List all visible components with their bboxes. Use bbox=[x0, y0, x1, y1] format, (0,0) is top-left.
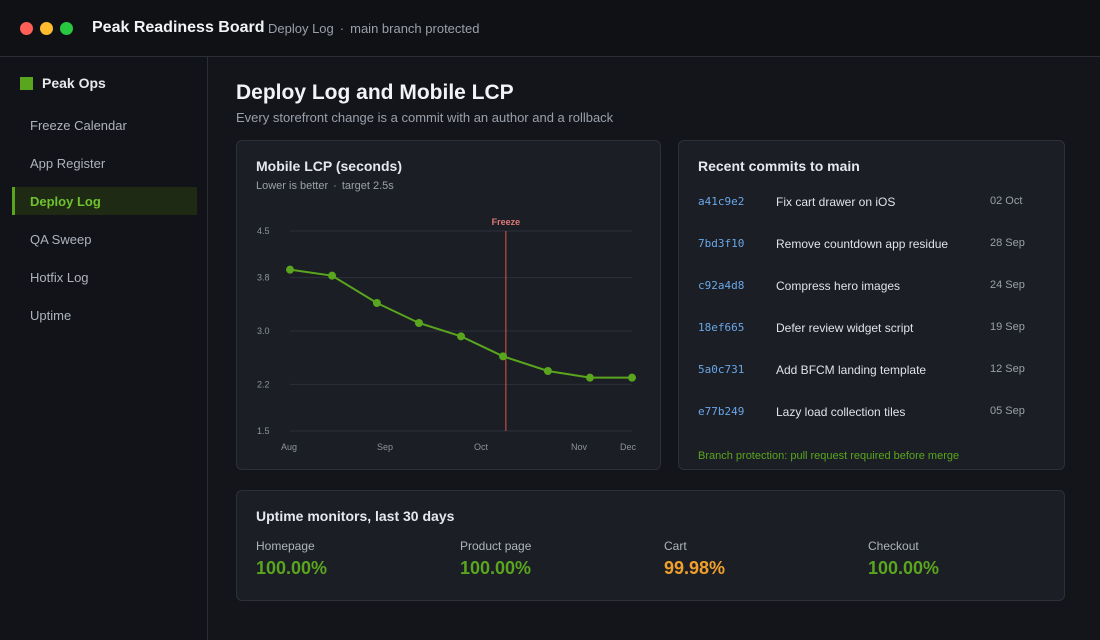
sidebar-item-deploy-log[interactable]: Deploy Log bbox=[12, 187, 197, 215]
y-tick-label: 3.8 bbox=[257, 273, 270, 283]
app-title: Peak Readiness Board bbox=[92, 19, 265, 36]
commit-date: 28 Sep bbox=[990, 237, 1025, 249]
commit-message: Compress hero images bbox=[776, 279, 901, 293]
commit-hash[interactable]: 5a0c731 bbox=[698, 363, 745, 376]
commits-card: Recent commits to main a41c9e2 Fix cart … bbox=[678, 140, 1065, 470]
x-tick-label: Oct bbox=[474, 442, 489, 452]
commit-message: Lazy load collection tiles bbox=[776, 405, 906, 419]
commit-row[interactable]: c92a4d8 Compress hero images 24 Sep bbox=[698, 273, 1048, 315]
monitor-homepage: Homepage 100.00% bbox=[256, 539, 456, 579]
page-subtitle: Every storefront change is a commit with… bbox=[236, 110, 614, 125]
commit-hash[interactable]: c92a4d8 bbox=[698, 279, 745, 292]
lcp-line-chart: 4.5 3.8 3.0 2.2 1.5 Aug Sep Oct Nov Dec Freeze bbox=[257, 217, 637, 452]
monitor-product-page: Product page 100.00% bbox=[460, 539, 660, 579]
breadcrumb-current[interactable]: Deploy Log bbox=[268, 21, 334, 36]
commit-message: Fix cart drawer on iOS bbox=[776, 195, 896, 209]
monitor-value: 100.00% bbox=[868, 558, 940, 578]
lcp-data-point bbox=[372, 299, 381, 307]
chart-note: Lower is better bbox=[256, 180, 329, 192]
minimize-window-button[interactable] bbox=[40, 22, 53, 35]
monitor-value: 100.00% bbox=[256, 558, 328, 578]
lcp-data-point bbox=[499, 352, 508, 361]
window-titlebar: Peak Readiness Board Deploy Log · main bra… bbox=[0, 0, 1100, 57]
breadcrumb: Deploy Log · main branch protected bbox=[268, 21, 479, 36]
lcp-data-point bbox=[328, 271, 337, 280]
lcp-data-point bbox=[457, 332, 465, 341]
chart-note-separator: · bbox=[333, 180, 337, 192]
chart-target: target 2.5s bbox=[341, 180, 394, 192]
commit-row[interactable]: 18ef665 Defer review widget script 19 Se… bbox=[698, 315, 1048, 357]
monitor-name: Product page bbox=[460, 539, 532, 553]
commit-hash[interactable]: 7bd3f10 bbox=[698, 237, 745, 250]
commit-list: a41c9e2 Fix cart drawer on iOS 02 Oct 7b… bbox=[698, 189, 1048, 441]
brand-label: Peak Ops bbox=[42, 75, 106, 91]
commit-message: Remove countdown app residue bbox=[776, 237, 949, 251]
lcp-data-point bbox=[286, 265, 294, 274]
commits-title: Recent commits to main bbox=[698, 158, 860, 174]
sidebar-item-app-register[interactable]: App Register bbox=[30, 155, 106, 171]
close-window-button[interactable] bbox=[20, 22, 33, 35]
monitor-name: Checkout bbox=[868, 539, 919, 553]
commit-row[interactable]: 7bd3f10 Remove countdown app residue 28 … bbox=[698, 231, 1048, 273]
uptime-card: Uptime monitors, last 30 days Homepage 1… bbox=[236, 490, 1065, 601]
x-tick-label: Dec bbox=[620, 442, 637, 452]
lcp-data-point bbox=[543, 367, 552, 375]
commit-message: Add BFCM landing template bbox=[776, 363, 927, 377]
sidebar-item-qa-sweep[interactable]: QA Sweep bbox=[30, 231, 92, 247]
lcp-data-point bbox=[414, 319, 423, 327]
commit-hash[interactable]: a41c9e2 bbox=[698, 195, 745, 208]
commit-row[interactable]: a41c9e2 Fix cart drawer on iOS 02 Oct bbox=[698, 189, 1048, 231]
commit-date: 05 Sep bbox=[990, 405, 1025, 417]
x-tick-label: Sep bbox=[377, 442, 393, 452]
commit-row[interactable]: 5a0c731 Add BFCM landing template 12 Sep bbox=[698, 357, 1048, 399]
branch-protection-note: Branch protection: pull request required… bbox=[698, 450, 960, 462]
monitor-cart: Cart 99.98% bbox=[664, 539, 864, 579]
chart-subtitle: Lower is better · target 2.5s bbox=[256, 180, 394, 192]
monitor-name: Homepage bbox=[256, 539, 315, 553]
sidebar-item-freeze-calendar[interactable]: Freeze Calendar bbox=[30, 117, 127, 133]
lcp-chart-card: Mobile LCP (seconds) Lower is better · tar… bbox=[236, 140, 661, 470]
monitor-value: 100.00% bbox=[460, 558, 532, 578]
freeze-label: Freeze bbox=[492, 217, 521, 227]
x-tick-label: Nov bbox=[571, 442, 588, 452]
sidebar: Peak Ops Freeze Calendar App Register De… bbox=[0, 57, 208, 640]
sidebar-item-uptime[interactable]: Uptime bbox=[30, 307, 72, 323]
monitor-name: Cart bbox=[664, 539, 687, 553]
commit-hash[interactable]: 18ef665 bbox=[698, 321, 745, 334]
monitor-checkout: Checkout 100.00% bbox=[868, 539, 1068, 579]
chart-title: Mobile LCP (seconds) bbox=[256, 158, 402, 174]
commit-date: 24 Sep bbox=[990, 279, 1025, 291]
y-tick-label: 1.5 bbox=[257, 426, 270, 436]
sidebar-nav: Freeze Calendar App Register Deploy Log … bbox=[12, 111, 197, 339]
lcp-series-line bbox=[289, 268, 632, 379]
lcp-data-point bbox=[628, 373, 636, 382]
y-tick-label: 4.5 bbox=[257, 226, 270, 236]
commit-date: 02 Oct bbox=[990, 195, 1023, 207]
lcp-data-point bbox=[585, 373, 594, 382]
breadcrumb-status: main branch protected bbox=[350, 21, 480, 36]
y-tick-label: 3.0 bbox=[257, 326, 270, 336]
maximize-window-button[interactable] bbox=[60, 22, 73, 35]
y-tick-label: 2.2 bbox=[257, 379, 270, 389]
commit-row[interactable]: e77b249 Lazy load collection tiles 05 Se… bbox=[698, 399, 1048, 441]
uptime-title: Uptime monitors, last 30 days bbox=[256, 508, 455, 524]
page-title: Deploy Log and Mobile LCP bbox=[236, 81, 514, 104]
commit-date: 19 Sep bbox=[990, 321, 1025, 333]
breadcrumb-separator: · bbox=[339, 21, 345, 36]
sidebar-brand[interactable]: Peak Ops bbox=[20, 75, 106, 91]
commit-date: 12 Sep bbox=[990, 363, 1025, 375]
monitor-value: 99.98% bbox=[664, 558, 726, 578]
commit-message: Defer review widget script bbox=[776, 321, 914, 335]
sidebar-item-hotfix-log[interactable]: Hotfix Log bbox=[30, 269, 89, 285]
x-tick-label: Aug bbox=[281, 442, 297, 452]
commit-hash[interactable]: e77b249 bbox=[698, 405, 745, 418]
brand-square-icon bbox=[20, 76, 33, 90]
